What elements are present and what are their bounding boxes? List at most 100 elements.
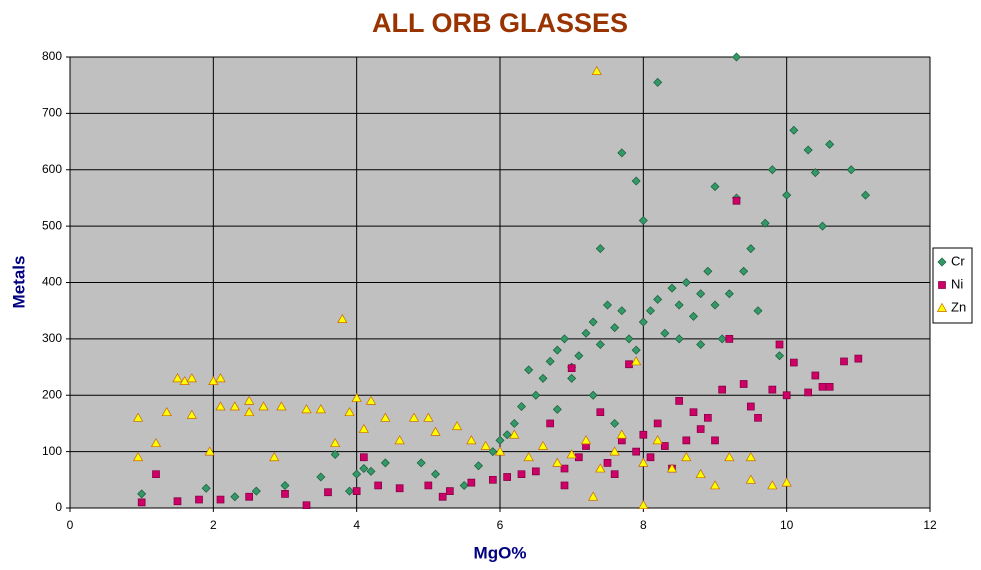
point <box>208 375 219 386</box>
point <box>161 406 172 417</box>
point <box>330 449 340 459</box>
point <box>229 401 240 411</box>
point <box>653 294 663 304</box>
point <box>195 495 203 504</box>
point <box>574 351 584 361</box>
point <box>810 168 820 178</box>
point <box>509 418 519 428</box>
point <box>732 196 741 205</box>
point <box>352 469 362 479</box>
point <box>718 385 727 394</box>
point <box>186 409 197 419</box>
point <box>638 457 649 467</box>
y-tick-label: 600 <box>42 162 62 176</box>
point <box>639 430 648 439</box>
y-axis-label: Metals <box>9 256 28 309</box>
point <box>495 435 505 445</box>
point <box>480 440 491 450</box>
point <box>358 423 369 433</box>
point <box>703 413 712 422</box>
point <box>204 446 215 456</box>
point <box>537 440 549 450</box>
point <box>580 435 592 445</box>
point <box>745 474 756 484</box>
point <box>423 412 434 422</box>
point <box>276 401 287 411</box>
point <box>150 437 162 448</box>
point <box>660 442 669 450</box>
point <box>467 478 476 487</box>
point <box>803 145 813 155</box>
point <box>451 421 463 431</box>
point <box>667 283 677 293</box>
point <box>617 306 627 316</box>
point <box>746 244 756 254</box>
chart-title: ALL ORB GLASSES <box>372 8 628 38</box>
point <box>316 472 326 482</box>
point <box>775 340 784 349</box>
x-tick-label: 0 <box>67 518 74 532</box>
point <box>545 356 555 366</box>
point <box>591 65 602 75</box>
point <box>546 419 555 428</box>
point <box>818 382 827 391</box>
point <box>538 373 548 383</box>
point <box>696 289 706 299</box>
point <box>430 426 441 436</box>
point <box>732 52 741 62</box>
point <box>380 458 390 468</box>
point <box>394 435 405 445</box>
point <box>438 492 447 501</box>
point <box>523 452 534 462</box>
point <box>638 499 649 510</box>
point <box>775 351 784 361</box>
point <box>689 408 698 417</box>
point <box>767 480 778 490</box>
point <box>703 266 713 276</box>
y-tick-label: 700 <box>42 106 62 120</box>
point <box>617 148 627 158</box>
point <box>811 371 820 380</box>
point <box>431 469 440 479</box>
point <box>789 358 798 367</box>
point <box>517 402 526 412</box>
point <box>674 300 684 310</box>
point <box>416 458 426 468</box>
point <box>631 356 642 366</box>
point <box>754 413 762 422</box>
point <box>132 452 144 462</box>
point <box>408 412 420 422</box>
point <box>781 477 792 487</box>
point <box>804 388 813 397</box>
y-tick-label: 0 <box>55 500 62 514</box>
point <box>696 340 706 350</box>
point <box>653 77 663 87</box>
point <box>695 468 706 479</box>
point <box>466 435 477 445</box>
point <box>395 484 404 493</box>
point <box>330 437 341 448</box>
point <box>560 481 569 490</box>
legend-marker <box>936 302 948 312</box>
point <box>352 487 361 495</box>
point <box>216 495 225 504</box>
point <box>365 395 377 405</box>
point <box>631 345 641 355</box>
point <box>574 453 583 462</box>
point <box>603 300 612 310</box>
point <box>710 300 720 310</box>
point <box>818 221 827 231</box>
y-tick-label: 800 <box>42 49 62 63</box>
point <box>739 266 749 276</box>
point <box>488 447 498 457</box>
point <box>660 328 670 338</box>
point <box>552 345 562 355</box>
point <box>652 435 663 445</box>
point <box>137 489 147 499</box>
point <box>689 311 698 321</box>
point <box>517 470 526 479</box>
point <box>132 412 144 422</box>
point <box>315 404 326 414</box>
point <box>588 491 599 501</box>
